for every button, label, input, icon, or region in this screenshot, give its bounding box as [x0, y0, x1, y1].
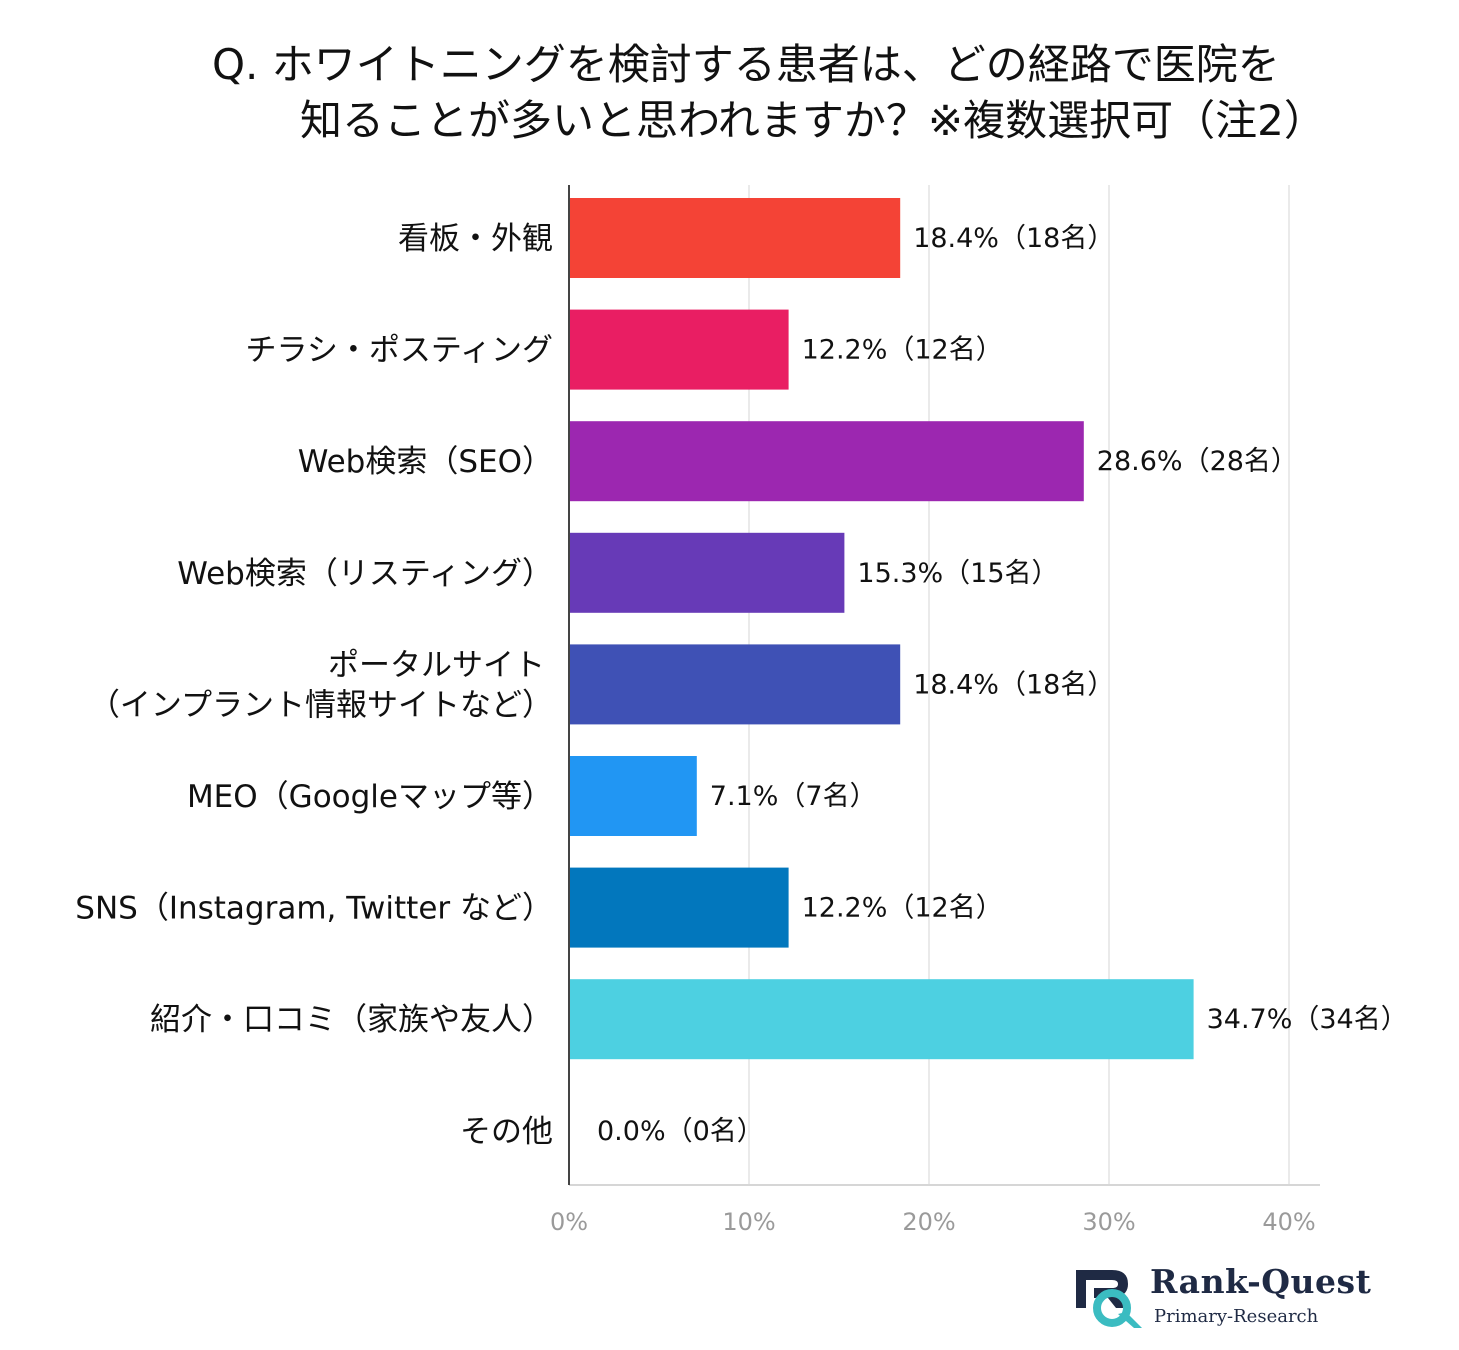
value-label: 7.1%（7名） [710, 781, 877, 812]
category-label: その他 [460, 1114, 553, 1150]
chart-title-line-1: Q. ホワイトニングを検討する患者は、どの経路で医院を [212, 40, 1280, 89]
bar [569, 867, 789, 948]
bar [569, 532, 845, 613]
x-tick-label: 40% [1262, 1208, 1315, 1236]
x-tick-label: 20% [902, 1208, 955, 1236]
x-tick-label: 30% [1082, 1208, 1135, 1236]
logo-subtitle: Primary-Research [1154, 1306, 1319, 1327]
logo-name: Rank-Quest [1150, 1262, 1372, 1301]
x-tick-label: 0% [550, 1208, 588, 1236]
bar-chart: 0% 10% 20% 30% 40% 看板・外観 18.4%（18名） チラシ・ポスティング 1… [75, 185, 1408, 1236]
category-label: SNS（Instagram, Twitter など） [75, 891, 553, 927]
x-tick-label: 10% [722, 1208, 775, 1236]
value-label: 12.2%（12名） [802, 893, 1003, 924]
category-label: チラシ・ポスティング [245, 333, 553, 369]
bar [569, 198, 901, 278]
category-label: （インプラント情報サイトなど） [89, 687, 553, 723]
category-label: MEO（Googleマップ等） [187, 779, 553, 815]
value-label: 18.4%（18名） [913, 223, 1114, 254]
category-label: 看板・外観 [398, 221, 553, 257]
rank-quest-logo-icon [1076, 1270, 1142, 1328]
value-label: 18.4%（18名） [913, 669, 1114, 700]
value-label: 15.3%（15名） [857, 558, 1058, 589]
category-label: Web検索（リスティング） [177, 556, 553, 592]
bar [569, 644, 901, 725]
category-label: ポータルサイト [328, 647, 545, 683]
value-label: 0.0%（0名） [597, 1116, 764, 1147]
bar [569, 756, 697, 836]
value-label: 28.6%（28名） [1097, 446, 1298, 477]
bar [569, 309, 789, 390]
chart-title-line-2: 知ることが多いと思われますか？※複数選択可（注2） [300, 96, 1326, 145]
value-label: 34.7%（34名） [1207, 1004, 1408, 1035]
value-label: 12.2%（12名） [802, 335, 1003, 366]
category-label: Web検索（SEO） [298, 444, 553, 480]
category-label: 紹介・口コミ（家族や友人） [150, 1002, 553, 1038]
rank-quest-logo: Rank-Quest Primary-Research [1072, 1262, 1371, 1332]
bar [569, 421, 1084, 502]
bar [569, 979, 1194, 1060]
